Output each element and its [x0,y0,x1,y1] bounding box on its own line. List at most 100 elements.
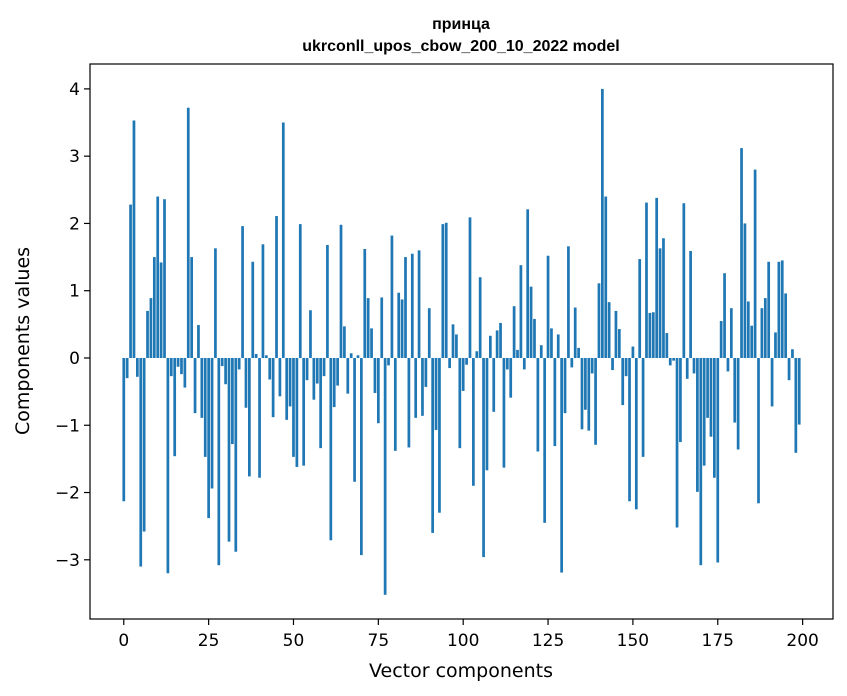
y-axis-label: Components values [12,247,34,435]
x-tick-label: 100 [447,631,479,651]
bar-134 [577,347,580,358]
bar-55 [309,310,312,358]
bar-181 [736,357,740,450]
bars-group [122,88,801,595]
bar-26 [210,357,214,489]
bar-17 [180,357,183,375]
x-tick-label: 175 [702,631,734,651]
y-tick-label: 4 [69,80,80,100]
bar-120 [529,286,533,358]
bar-86 [414,357,418,418]
bar-53 [302,357,306,466]
bar-30 [224,357,227,385]
bar-153 [641,357,645,457]
y-tick-label: 0 [69,349,80,369]
bar-146 [617,329,621,358]
bar-57 [315,357,319,384]
bar-195 [784,293,788,358]
bar-149 [628,357,631,502]
y-tick-label: −3 [55,551,80,571]
bar-87 [417,250,421,358]
chart-subtitle: ukrconll_upos_cbow_200_10_2022 model [302,38,619,55]
bar-112 [502,357,506,468]
bar-171 [702,357,706,466]
bar-67 [349,353,353,358]
bar-115 [512,306,516,358]
bar-188 [760,308,764,358]
chart-title-block: принца ukrconll_upos_cbow_200_10_2022 mo… [302,16,619,55]
bar-84 [407,357,411,448]
bar-15 [173,357,177,457]
bar-170 [699,357,703,566]
x-axis-label: Vector components [369,660,553,682]
bar-96 [448,357,451,369]
bar-79 [390,235,394,358]
bar-40 [258,357,261,478]
bar-180 [733,357,737,423]
bar-44 [271,357,275,418]
bar-23 [200,357,204,418]
bar-161 [668,357,672,366]
bar-136 [584,357,587,410]
plot-frame [89,63,834,620]
bar-90 [427,308,431,358]
bar-133 [573,307,577,358]
bar-98 [455,334,458,358]
bar-150 [631,346,635,358]
bar-54 [305,357,309,381]
bar-169 [696,357,699,492]
bar-183 [743,223,747,358]
bar-104 [475,351,479,358]
bar-175 [716,357,720,563]
bar-7 [146,310,149,358]
bar-68 [353,357,356,482]
bar-111 [499,323,502,358]
bar-47 [281,122,285,358]
bar-116 [516,349,519,358]
x-tick-label: 200 [786,631,818,651]
bar-31 [227,357,231,542]
x-tick-label: 25 [198,631,220,651]
bar-56 [312,357,316,400]
bar-114 [509,357,513,398]
bar-106 [482,357,485,558]
bar-33 [234,357,238,552]
y-tick-label: −1 [55,416,80,436]
bar-185 [750,325,754,358]
bar-8 [149,298,153,358]
bar-82 [400,299,404,358]
bar-132 [570,357,574,368]
bar-103 [472,357,475,486]
bar-130 [563,357,567,414]
bar-34 [237,357,241,370]
bar-186 [753,169,757,358]
bar-131 [567,246,570,358]
bar-99 [458,357,462,449]
bar-43 [268,357,272,380]
bar-49 [288,357,292,407]
x-tick-label: 0 [118,631,129,651]
x-axis-ticks: 0 25 50 75 100 125 150 175 200 [118,619,819,651]
bar-73 [370,328,373,358]
bar-105 [478,277,482,358]
bar-178 [726,357,730,372]
bar-91 [431,357,435,533]
bar-29 [220,357,224,367]
bar-110 [495,330,499,358]
bar-92 [434,357,438,430]
bar-93 [438,357,441,513]
bar-119 [526,209,530,358]
bar-59 [322,357,326,377]
bar-158 [658,248,662,358]
bar-184 [746,301,750,358]
bar-37 [248,357,251,477]
bar-162 [672,357,675,361]
bar-27 [214,248,217,358]
bar-194 [780,260,784,358]
bar-126 [550,328,553,358]
y-tick-label: 2 [69,214,80,234]
bar-168 [692,357,696,374]
y-axis-ticks: −3 −2 −1 0 1 2 3 4 [55,80,90,571]
bar-19 [186,107,190,358]
bar-151 [634,357,638,510]
